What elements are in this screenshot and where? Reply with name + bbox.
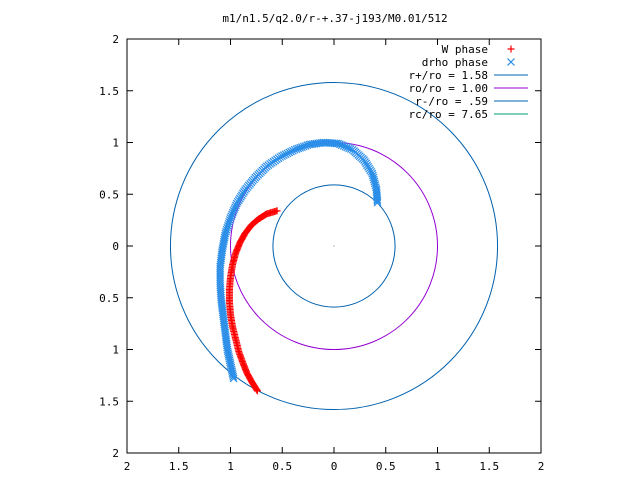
x-tick-label: 0.5 xyxy=(272,460,292,473)
legend-marker xyxy=(507,58,515,66)
x-tick-label: 2 xyxy=(124,460,131,473)
data-point xyxy=(253,387,261,395)
legend-label: r+/ro = 1.58 xyxy=(409,69,488,82)
circle-curve xyxy=(169,81,499,411)
x-tick-label: 0 xyxy=(331,460,338,473)
data-point xyxy=(229,372,238,381)
data-series xyxy=(216,138,382,395)
x-tick-label: 1.5 xyxy=(479,460,499,473)
y-tick-label: 1 xyxy=(112,137,119,150)
origin-dot xyxy=(333,245,335,247)
y-tick-label: 0.5 xyxy=(99,292,119,305)
x-tick-label: 1 xyxy=(227,460,234,473)
x-tick-label: 1 xyxy=(434,460,441,473)
legend-label: ro/ro = 1.00 xyxy=(409,82,488,95)
legend-label: W phase xyxy=(442,43,488,56)
data-point xyxy=(229,374,238,383)
reference-circles xyxy=(169,81,499,411)
legend-marker xyxy=(507,45,515,53)
series-w-phase xyxy=(225,207,281,395)
y-tick-label: 2 xyxy=(112,33,119,46)
y-tick-label: 1.5 xyxy=(99,395,119,408)
x-tick-label: 2 xyxy=(538,460,545,473)
legend-label: r-/ro = .59 xyxy=(415,95,488,108)
y-tick-label: 0.5 xyxy=(99,188,119,201)
circle-curve xyxy=(272,184,396,308)
series-drho-phase xyxy=(216,138,382,383)
data-point xyxy=(278,152,286,161)
legend-label: drho phase xyxy=(422,56,488,69)
x-tick-label: 1.5 xyxy=(169,460,189,473)
y-tick-label: 1 xyxy=(112,344,119,357)
y-tick-label: 0 xyxy=(112,240,119,253)
x-tick-label: 0.5 xyxy=(376,460,396,473)
chart-title: m1/n1.5/q2.0/r-+.37-j193/M0.01/512 xyxy=(222,12,447,25)
axis-ticks: 2 1.5 1 0.5 0 0.5 1 1.5 221.510.500.511.52 xyxy=(99,33,544,473)
y-tick-label: 1.5 xyxy=(99,85,119,98)
legend-label: rc/ro = 7.65 xyxy=(409,108,488,121)
y-tick-label: 2 xyxy=(112,447,119,460)
data-point xyxy=(253,386,261,394)
